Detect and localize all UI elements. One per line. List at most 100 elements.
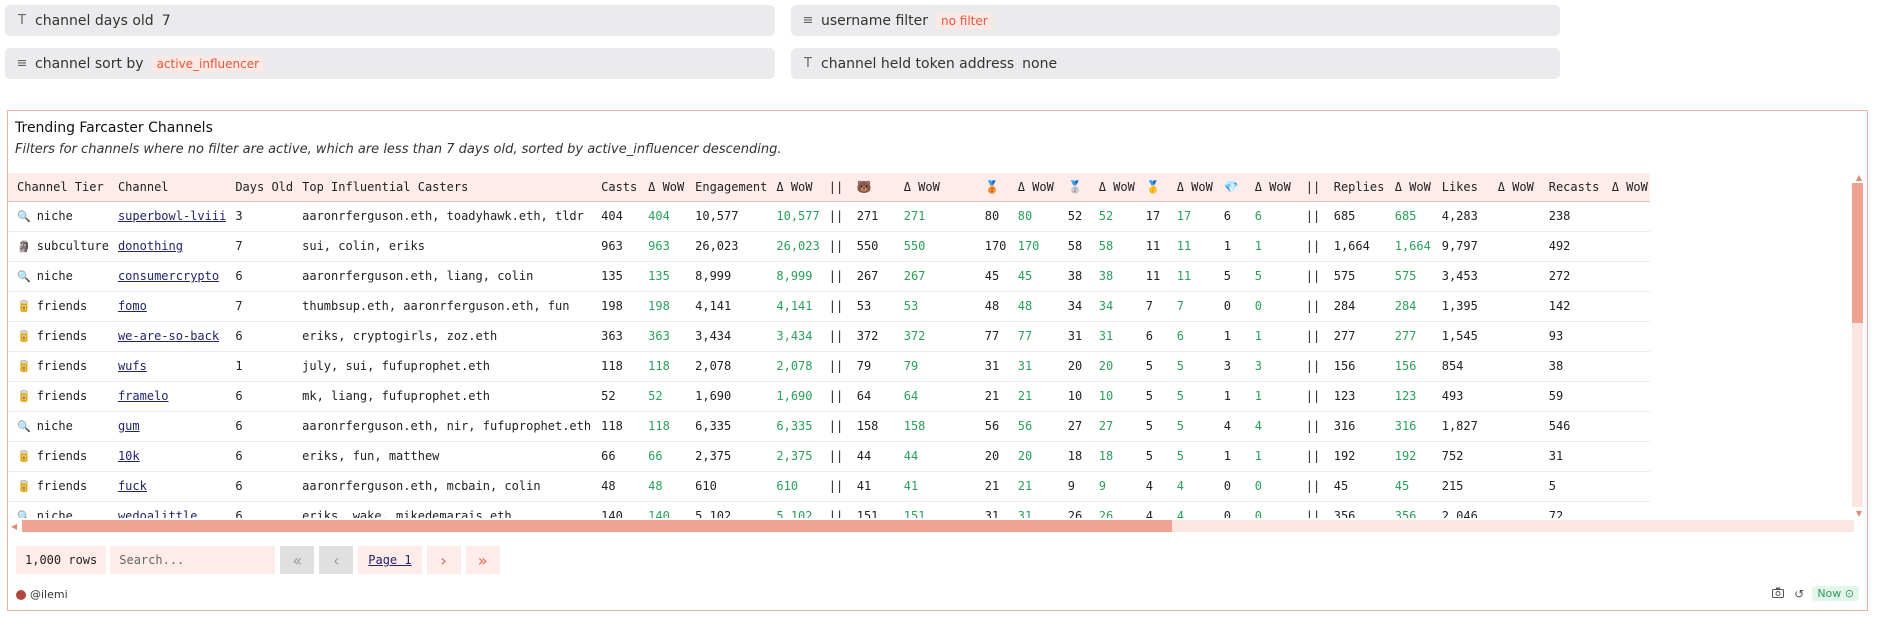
param-value-chip: active_influencer	[151, 55, 265, 72]
param-channel-held-token-address[interactable]: T channel held token address none	[791, 48, 1560, 79]
column-header[interactable]: 🐻	[847, 173, 895, 202]
cell-sep2: ||	[1296, 231, 1325, 262]
cell-casts-d: 118	[639, 351, 687, 382]
column-header[interactable]: Δ WoW	[1089, 173, 1137, 202]
camera-icon[interactable]	[1772, 587, 1785, 601]
column-header[interactable]: ||	[1296, 173, 1325, 202]
cell-diamond-d: 0	[1245, 501, 1297, 518]
table-row: 🔍 niche superbowl-lviii 3 aaronrferguson.eth…	[8, 201, 1650, 232]
cell-silver: 9	[1058, 471, 1090, 502]
cell-sep1: ||	[819, 261, 848, 292]
last-page-button[interactable]: »	[465, 546, 500, 574]
cell-diamond-d: 1	[1245, 231, 1297, 262]
scroll-up-arrow[interactable]: ▲	[1855, 173, 1862, 182]
cell-casts-d: 66	[639, 441, 687, 472]
column-header[interactable]: Casts	[592, 173, 640, 202]
channel-link[interactable]: fomo	[117, 299, 147, 313]
cell-bear-d: 44	[894, 441, 976, 472]
column-header[interactable]: Δ WoW	[1488, 173, 1540, 202]
scroll-down-arrow[interactable]: ▼	[1855, 509, 1862, 518]
cell-likes: 1,395	[1432, 291, 1489, 322]
cell-silver: 27	[1058, 411, 1090, 442]
data-table-viewport[interactable]: Channel Tier Channel Days Old Top Influenti…	[8, 173, 1859, 518]
column-header[interactable]: Δ WoW	[1385, 173, 1433, 202]
cell-sep1: ||	[819, 501, 848, 518]
column-header[interactable]: 🥈	[1058, 173, 1090, 202]
channel-link[interactable]: consumercrypto	[117, 269, 220, 283]
next-page-button[interactable]: ›	[426, 546, 461, 574]
column-header[interactable]: Δ WoW	[1167, 173, 1215, 202]
column-header[interactable]: 🥉	[975, 173, 1009, 202]
cell-casts: 118	[592, 411, 640, 442]
channel-link[interactable]: superbowl-lviii	[117, 209, 227, 223]
column-header[interactable]: 🥇	[1136, 173, 1168, 202]
cell-casters: thumbsup.eth, aaronrferguson.eth, fun	[293, 291, 593, 322]
prev-page-button[interactable]: ‹	[319, 546, 354, 574]
first-page-button[interactable]: «	[280, 546, 315, 574]
cell-sep2: ||	[1296, 501, 1325, 518]
column-header[interactable]: Engagement	[686, 173, 768, 202]
cell-diamond-d: 1	[1245, 441, 1297, 472]
cell-casts: 66	[592, 441, 640, 472]
cell-days: 1	[226, 351, 294, 382]
scroll-left-arrow[interactable]: ◀	[11, 522, 18, 531]
channel-link[interactable]: wedoalittle	[117, 509, 198, 518]
channel-link[interactable]: donothing	[117, 239, 183, 253]
tier-icon: 🥫	[17, 480, 31, 493]
tier-icon: 🔍	[17, 420, 31, 433]
column-header[interactable]: ||	[819, 173, 848, 202]
column-header[interactable]: Channel	[108, 173, 227, 202]
channel-link[interactable]: 10k	[117, 449, 140, 463]
column-header[interactable]: Δ WoW	[1602, 173, 1650, 202]
cell-bronze-d: 48	[1008, 291, 1059, 322]
column-header[interactable]: 💎	[1214, 173, 1246, 202]
cell-recasts-d	[1602, 201, 1650, 232]
horizontal-scroll-thumb[interactable]	[22, 520, 1172, 532]
cell-bronze-d: 31	[1008, 501, 1059, 518]
column-header[interactable]: Recasts	[1539, 173, 1603, 202]
cell-replies: 277	[1324, 321, 1386, 352]
column-header[interactable]: Δ WoW	[639, 173, 687, 202]
horizontal-scrollbar[interactable]	[22, 520, 1854, 532]
column-header[interactable]: Top Influential Casters	[293, 173, 593, 202]
refresh-icon[interactable]: ↺	[1794, 586, 1805, 601]
vertical-scroll-thumb[interactable]	[1852, 183, 1863, 323]
channel-link[interactable]: gum	[117, 419, 140, 433]
param-channel-sort-by[interactable]: ≡ channel sort by active_influencer	[5, 48, 775, 79]
cell-eng: 6,335	[686, 411, 768, 442]
column-header[interactable]: Likes	[1432, 173, 1489, 202]
param-value-chip: no filter	[936, 12, 993, 29]
author[interactable]: @ilemi	[16, 588, 68, 601]
card-title: Trending Farcaster Channels	[15, 120, 213, 136]
param-username-filter[interactable]: ≡ username filter no filter	[791, 5, 1560, 36]
cell-casters: eriks, fun, matthew	[293, 441, 593, 472]
column-header[interactable]: Δ WoW	[767, 173, 820, 202]
channel-link[interactable]: we-are-so-back	[117, 329, 220, 343]
table-row: 🔍 niche consumercrypto 6 aaronrferguson.eth,…	[8, 261, 1650, 292]
column-header[interactable]: Days Old	[226, 173, 294, 202]
card-footer-actions: ↺ Now ⊙	[1762, 586, 1859, 601]
cell-bear-d: 53	[894, 291, 976, 322]
column-header[interactable]: Channel Tier	[8, 173, 109, 202]
column-header[interactable]: Δ WoW	[894, 173, 976, 202]
channel-link[interactable]: wufs	[117, 359, 147, 373]
search-input[interactable]	[110, 546, 276, 574]
cell-bear: 53	[847, 291, 895, 322]
cell-recasts: 142	[1539, 291, 1603, 322]
cell-sep2: ||	[1296, 381, 1325, 412]
cell-eng-d: 2,375	[767, 441, 820, 472]
cell-days: 6	[226, 411, 294, 442]
channel-link[interactable]: fuck	[117, 479, 147, 493]
cell-channel: fomo	[108, 291, 227, 322]
channel-link[interactable]: framelo	[117, 389, 169, 403]
cell-likes-d	[1488, 231, 1540, 262]
cell-recasts: 546	[1539, 411, 1603, 442]
column-header[interactable]: Δ WoW	[1245, 173, 1297, 202]
column-header[interactable]: Δ WoW	[1008, 173, 1059, 202]
status-text: Now	[1817, 587, 1842, 600]
cell-bronze: 31	[975, 351, 1009, 382]
column-header[interactable]: Replies	[1324, 173, 1386, 202]
param-channel-days-old[interactable]: T channel days old 7	[5, 5, 775, 36]
page-indicator[interactable]: Page 1	[358, 546, 422, 574]
vertical-scrollbar[interactable]	[1852, 183, 1863, 507]
